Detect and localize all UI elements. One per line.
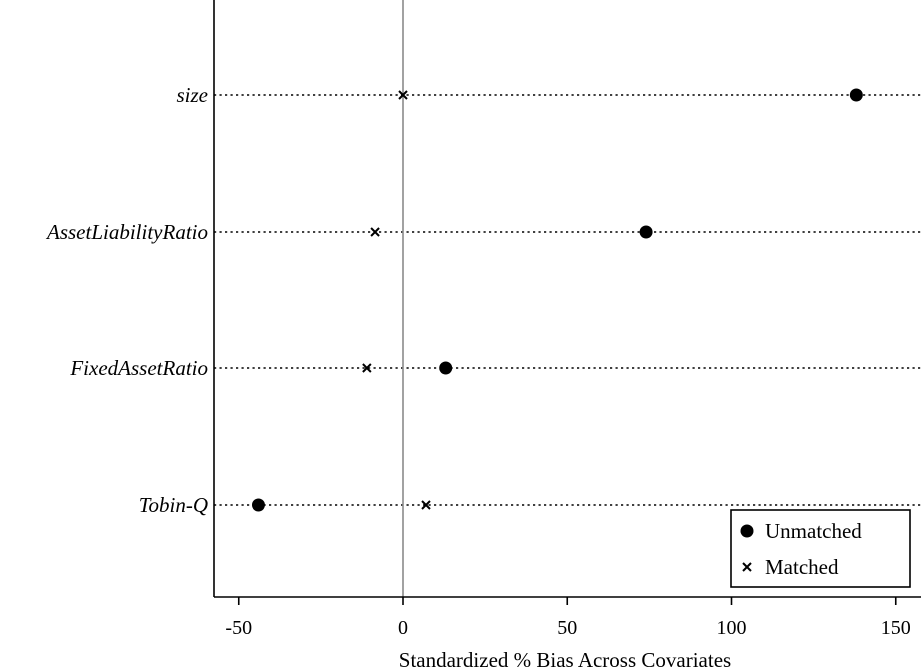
matched-point [370,227,380,237]
x-tick-label: 0 [398,617,408,639]
category-guide-lines [214,94,921,506]
unmatched-point [849,88,863,102]
matched-point [421,500,431,510]
unmatched-point [251,498,265,512]
x-tick-label: 50 [557,617,577,639]
x-axis-title: Standardized % Bias Across Covariates [399,648,731,670]
legend-matched-marker [742,562,752,572]
data-marks [251,88,863,512]
legend-box [730,509,911,588]
category-label: FixedAssetRatio [69,356,208,380]
category-label: size [177,83,209,107]
legend-unmatched-marker [740,524,754,538]
legend: Unmatched Matched [730,509,911,588]
matched-point [362,363,372,373]
unmatched-point [439,361,453,375]
legend-label: Matched [765,555,839,579]
x-tick-label: -50 [225,617,252,639]
category-label: Tobin-Q [139,493,208,517]
category-label: AssetLiabilityRatio [45,220,208,244]
x-tick-label: 100 [717,617,747,639]
matched-point [398,90,408,100]
x-ticks: -50 0 50 100 150 [225,597,911,639]
category-labels: size AssetLiabilityRatio FixedAssetRatio To… [45,83,208,517]
legend-label: Unmatched [765,519,862,543]
axes [213,0,921,598]
x-tick-label: 150 [881,617,911,639]
unmatched-point [639,225,653,239]
